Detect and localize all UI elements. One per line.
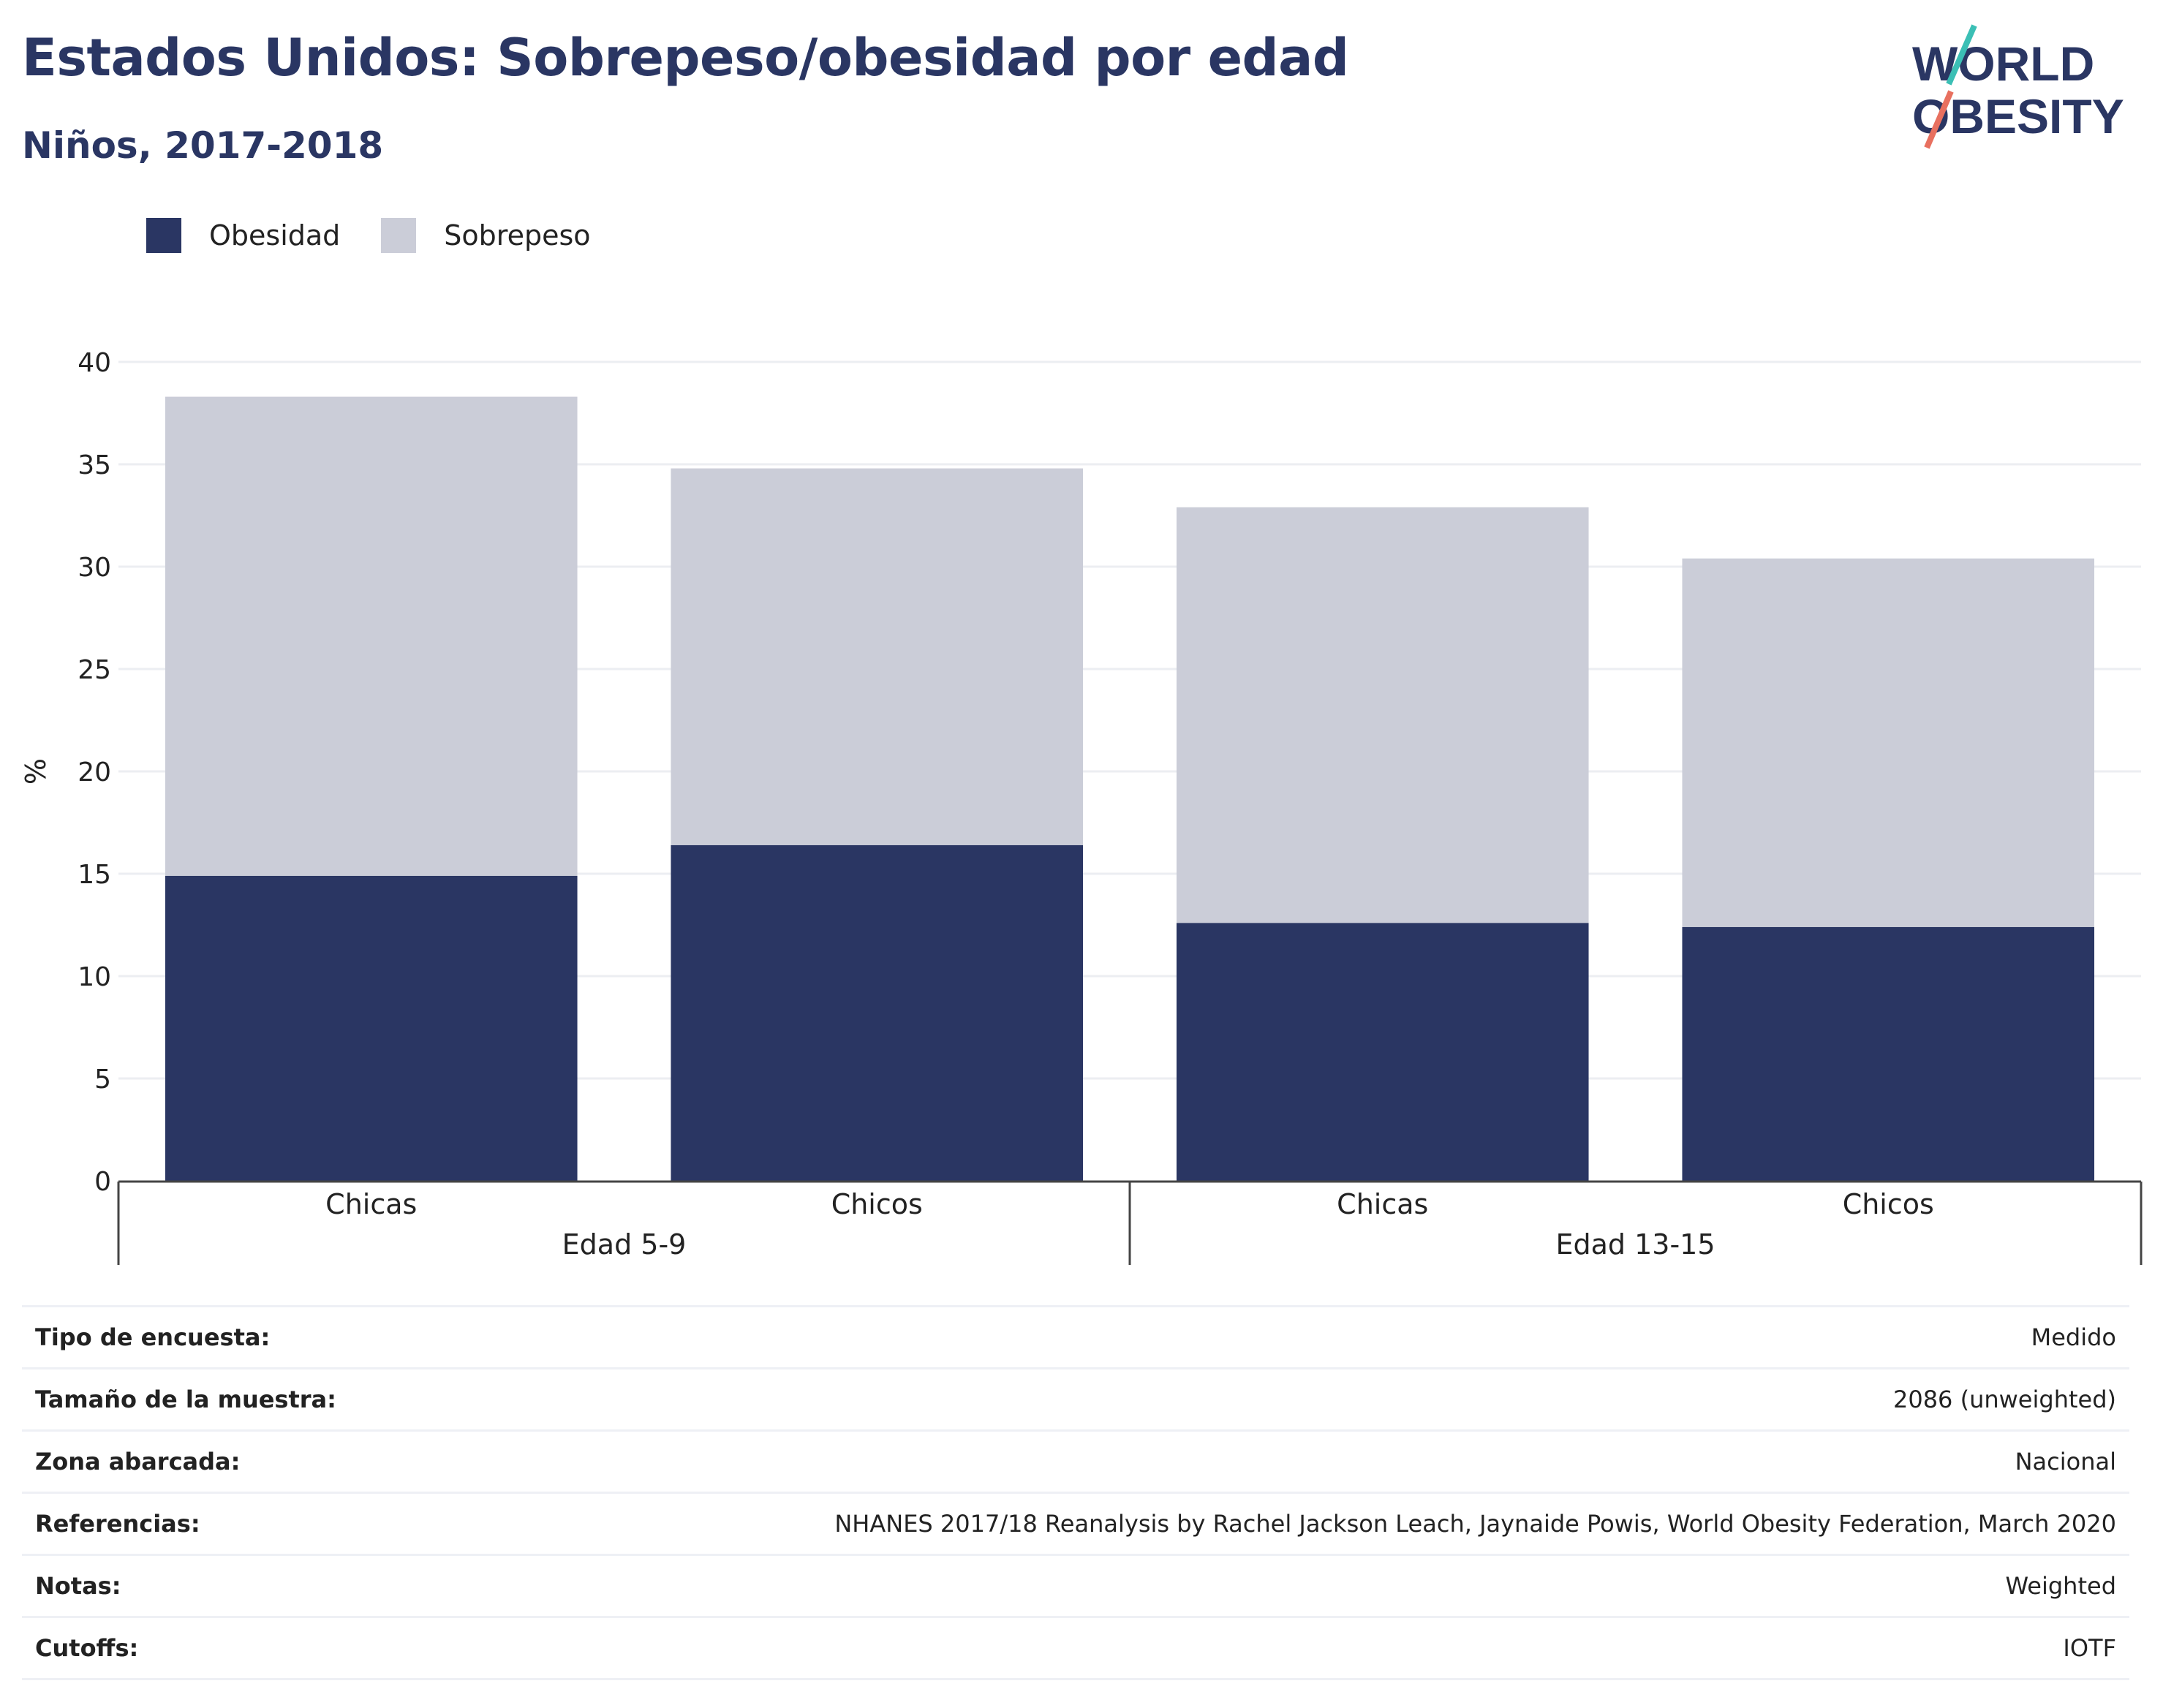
y-axis-label: % — [20, 758, 52, 785]
chart-subtitle: Niños, 2017-2018 — [22, 124, 384, 167]
info-key: Cutoffs: — [35, 1634, 139, 1662]
info-value: Nacional — [2015, 1448, 2116, 1475]
bar-sobrepeso — [671, 468, 1084, 845]
info-value: Medido — [2031, 1323, 2116, 1351]
stacked-bar-chart: 0 5 10 15 20 25 30 35 40% Chicas Chicos Chicas Chico… — [20, 348, 2143, 1265]
y-tick-label: 5 — [94, 1065, 111, 1095]
info-row: Notas: Weighted — [22, 1554, 2129, 1616]
y-tick-label: 15 — [78, 860, 111, 890]
legend-label-sobrepeso: Sobrepeso — [444, 219, 591, 252]
y-tick-label: 40 — [78, 348, 111, 378]
bar-sobrepeso — [165, 396, 578, 876]
info-key: Referencias: — [35, 1510, 200, 1538]
svg-text:OBESITY: OBESITY — [1912, 89, 2124, 143]
info-row: Referencias: NHANES 2017/18 Reanalysis b… — [22, 1492, 2129, 1554]
bar-obesidad — [1682, 926, 2095, 1181]
legend-label-obesidad: Obesidad — [209, 219, 341, 252]
legend-item-obesidad[interactable]: Obesidad — [146, 218, 340, 253]
x-tick-label: Chicas — [325, 1188, 417, 1220]
info-value: 2086 (unweighted) — [1892, 1386, 2116, 1413]
survey-info-table: Tipo de encuesta: Medido Tamaño de la mu… — [22, 1305, 2129, 1680]
y-tick-label: 35 — [78, 450, 111, 480]
bar-obesidad — [671, 844, 1084, 1181]
y-tick-label: 30 — [78, 553, 111, 583]
y-tick-label: 20 — [78, 757, 111, 787]
info-key: Tipo de encuesta: — [35, 1323, 271, 1351]
info-row: Tipo de encuesta: Medido — [22, 1305, 2129, 1367]
info-key: Notas: — [35, 1572, 121, 1600]
chart-title: Estados Unidos: Sobrepeso/obesidad por e… — [22, 28, 1349, 88]
x-tick-label: Chicos — [1843, 1188, 1934, 1220]
info-value: Weighted — [2005, 1572, 2116, 1600]
x-tick-label: Chicos — [831, 1188, 923, 1220]
info-row: Zona abarcada: Nacional — [22, 1429, 2129, 1492]
info-row: Cutoffs: IOTF — [22, 1616, 2129, 1680]
y-tick-label: 0 — [94, 1167, 111, 1197]
legend-item-sobrepeso[interactable]: Sobrepeso — [381, 218, 591, 253]
y-tick-label: 25 — [78, 655, 111, 685]
info-value: NHANES 2017/18 Reanalysis by Rachel Jack… — [834, 1510, 2116, 1538]
legend-swatch-obesidad — [146, 218, 181, 253]
info-key: Zona abarcada: — [35, 1448, 241, 1475]
bar-sobrepeso — [1682, 558, 2095, 927]
svg-text:WORLD: WORLD — [1912, 37, 2094, 91]
info-row: Tamaño de la muestra: 2086 (unweighted) — [22, 1367, 2129, 1429]
info-value: IOTF — [2063, 1634, 2116, 1662]
x-tick-label: Chicas — [1337, 1188, 1428, 1220]
bar-obesidad — [165, 875, 578, 1181]
info-key: Tamaño de la muestra: — [35, 1386, 336, 1413]
legend-swatch-sobrepeso — [381, 218, 417, 253]
group-label: Edad 13-15 — [1555, 1228, 1715, 1261]
bar-sobrepeso — [1176, 507, 1589, 923]
group-label: Edad 5-9 — [562, 1228, 687, 1261]
y-tick-label: 10 — [78, 962, 111, 992]
bar-obesidad — [1176, 923, 1589, 1181]
chart-legend: Obesidad Sobrepeso — [146, 218, 632, 253]
world-obesity-logo: WORLD OBESITY — [1912, 24, 2124, 149]
